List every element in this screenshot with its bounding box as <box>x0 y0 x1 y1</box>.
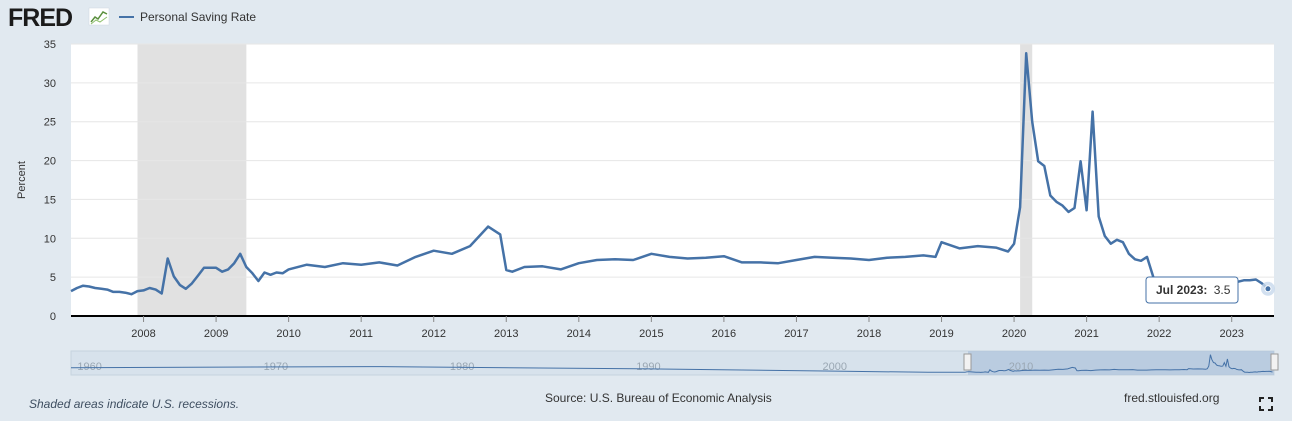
x-tick-label: 2011 <box>349 328 373 340</box>
y-tick-label: 30 <box>44 78 56 90</box>
y-tick-label: 25 <box>44 117 56 129</box>
navigator-label: 1990 <box>636 361 660 373</box>
x-tick-label: 2010 <box>276 328 300 340</box>
y-tick-label: 10 <box>44 233 56 245</box>
y-tick-label: 15 <box>44 194 56 206</box>
x-tick-label: 2018 <box>857 328 881 340</box>
x-tick-label: 2013 <box>494 328 518 340</box>
y-axis-title: Percent <box>16 161 28 199</box>
x-tick-label: 2019 <box>929 328 953 340</box>
x-tick-label: 2017 <box>784 328 808 340</box>
navigator-label: 2000 <box>822 361 846 373</box>
tooltip-date: Jul 2023: <box>1156 283 1207 297</box>
chart-line-icon <box>88 7 110 26</box>
navigator-label: 1960 <box>77 361 101 373</box>
navigator-left-handle[interactable] <box>963 353 972 371</box>
plot-area <box>71 44 1274 316</box>
x-tick-label: 2008 <box>131 328 155 340</box>
hover-point[interactable] <box>1264 285 1272 293</box>
x-tick-label: 2022 <box>1147 328 1171 340</box>
svg-text:Jul 2023: 3.5: Jul 2023: 3.5 <box>1156 283 1231 297</box>
recession-note: Shaded areas indicate U.S. recessions. <box>29 397 240 411</box>
x-tick-label: 2012 <box>421 328 445 340</box>
tooltip-value: 3.5 <box>1214 283 1231 297</box>
x-tick-label: 2021 <box>1074 328 1098 340</box>
navigator-right-handle[interactable] <box>1270 353 1279 371</box>
y-tick-label: 20 <box>44 156 56 168</box>
source-note: Source: U.S. Bureau of Economic Analysis <box>545 391 772 405</box>
navigator[interactable]: 1960 1970 1980 1990 2000 2010 <box>70 350 1279 376</box>
recession-band <box>137 44 247 316</box>
x-tick-label: 2023 <box>1219 328 1243 340</box>
series-line[interactable] <box>70 52 1269 297</box>
x-tick-label: 2009 <box>204 328 228 340</box>
tooltip: Jul 2023: 3.5 <box>1145 276 1239 304</box>
y-tick-label: 35 <box>44 39 56 51</box>
y-tick-label: 0 <box>50 311 56 323</box>
x-tick-label: 2015 <box>639 328 663 340</box>
x-tick-label: 2020 <box>1002 328 1026 340</box>
site-link[interactable]: fred.stlouisfed.org <box>1124 391 1220 405</box>
x-tick-label: 2014 <box>567 328 591 340</box>
fred-logo[interactable]: FRED <box>8 4 73 32</box>
x-tick-label: 2016 <box>712 328 736 340</box>
legend-label[interactable]: Personal Saving Rate <box>140 10 256 24</box>
y-tick-label: 5 <box>50 272 56 284</box>
fullscreen-icon[interactable] <box>1259 397 1273 411</box>
